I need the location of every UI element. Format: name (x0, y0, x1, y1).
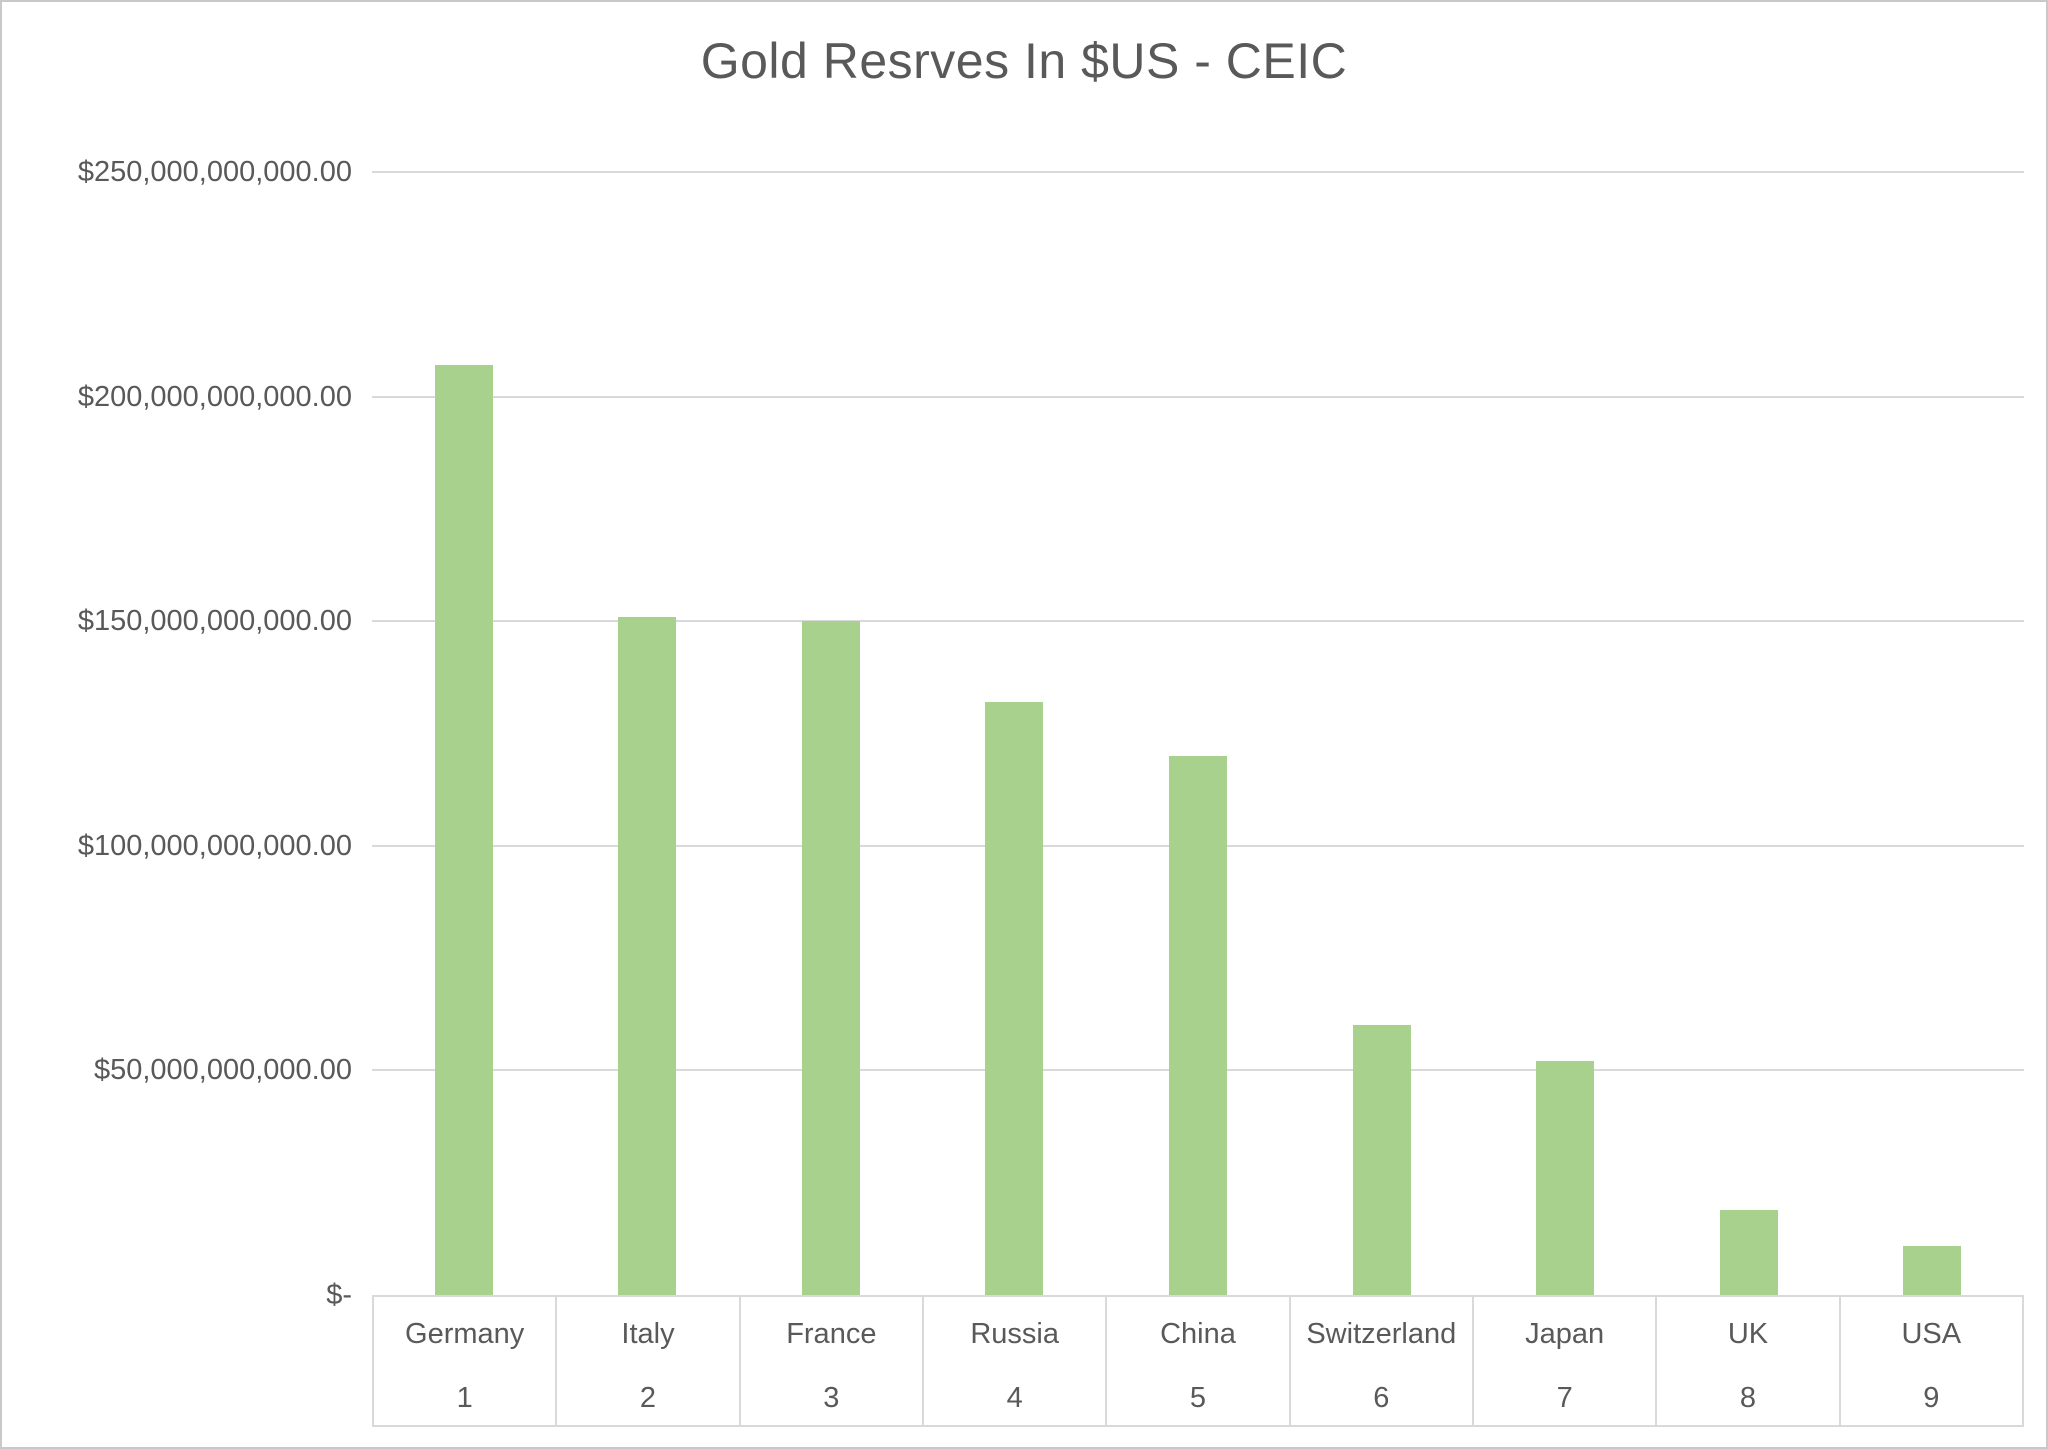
category-name: Japan (1525, 1317, 1605, 1350)
category-cell-switzerland: Switzerland 6 (1288, 1297, 1472, 1425)
category-cell-japan: Japan 7 (1471, 1297, 1655, 1425)
bar-japan (1536, 1061, 1595, 1295)
category-cell-russia: Russia 4 (921, 1297, 1105, 1425)
category-index: 5 (1189, 1381, 1207, 1414)
bar-usa (1903, 1245, 1962, 1295)
category-index: 1 (456, 1381, 473, 1414)
y-tick-label: $- (326, 1279, 352, 1311)
gridline (372, 620, 2024, 623)
category-index: 7 (1556, 1381, 1573, 1414)
y-tick-label: $200,000,000,000.00 (77, 380, 352, 413)
bar-switzerland (1352, 1025, 1411, 1295)
bar-china (1169, 755, 1227, 1295)
y-tick-label: $100,000,000,000.00 (77, 829, 352, 862)
bar-uk (1719, 1209, 1778, 1295)
category-name: UK (1727, 1317, 1769, 1350)
category-name: France (786, 1317, 877, 1350)
category-cell-usa: USA 9 (1838, 1297, 2022, 1425)
bar-russia (985, 702, 1044, 1295)
category-name: USA (1901, 1317, 1962, 1350)
category-name: Russia (970, 1317, 1059, 1350)
y-tick-label: $250,000,000,000.00 (77, 156, 352, 188)
category-name: Italy (621, 1317, 675, 1350)
category-cell-germany: Germany 1 (374, 1297, 555, 1425)
gridline (372, 171, 2024, 173)
bar-italy (618, 616, 677, 1295)
bar-france (801, 621, 860, 1295)
category-index: 2 (639, 1381, 657, 1414)
x-axis-category-table: Germany 1 Italy 2 France 3 Russia 4 China 5 Switze… (372, 1295, 2024, 1427)
category-index: 6 (1373, 1381, 1390, 1414)
category-index: 8 (1739, 1381, 1757, 1414)
category-name: China (1160, 1317, 1236, 1350)
category-name: Germany (405, 1317, 525, 1350)
category-index: 9 (1923, 1381, 1940, 1414)
y-tick-label: $50,000,000,000.00 (93, 1054, 352, 1087)
category-cell-uk: UK 8 (1655, 1297, 1838, 1425)
bar-germany (434, 365, 493, 1295)
category-name: Switzerland (1306, 1317, 1457, 1350)
category-cell-italy: Italy 2 (555, 1297, 738, 1425)
gridline (372, 395, 2024, 398)
category-index: 3 (823, 1381, 840, 1414)
chart-title: Gold Resrves In $US - CEIC (700, 33, 1348, 89)
category-cell-france: France 3 (738, 1297, 922, 1425)
category-cell-china: China 5 (1105, 1297, 1288, 1425)
category-index: 4 (1006, 1381, 1023, 1414)
y-tick-label: $150,000,000,000.00 (77, 605, 352, 638)
